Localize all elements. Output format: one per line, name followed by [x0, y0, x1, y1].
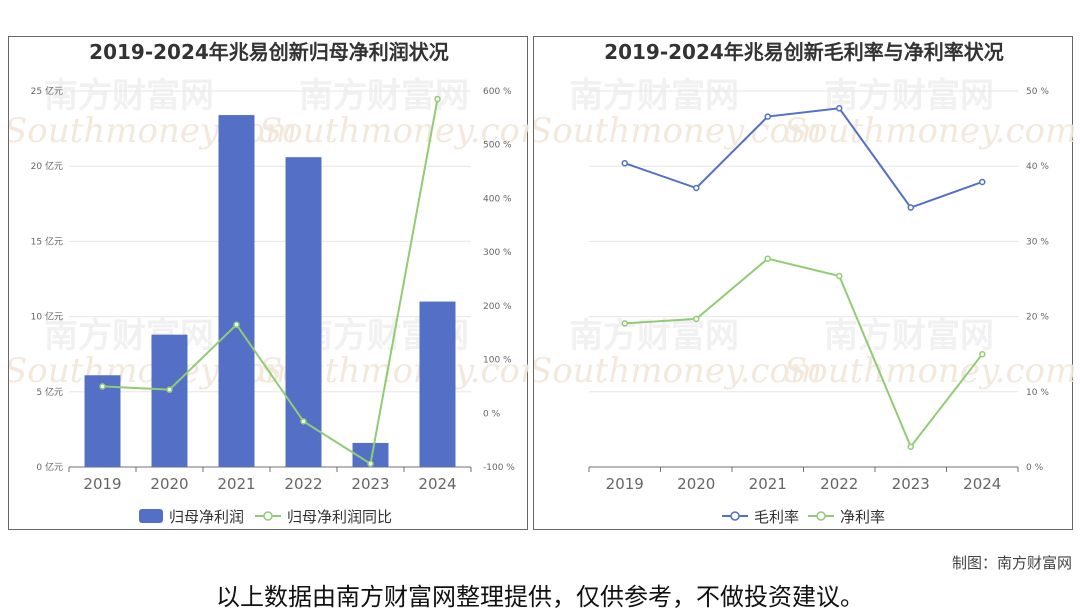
point-gross-margin: [907, 204, 914, 211]
x-category-label: 2022: [284, 475, 322, 493]
bar-profit: [84, 375, 121, 467]
x-category-label: 2020: [150, 475, 188, 493]
point-gross-margin: [693, 184, 700, 192]
point-yoy-growth: [300, 418, 307, 425]
x-category-label: 2023: [892, 475, 930, 493]
watermark-en: Southmoney.com: [259, 111, 529, 151]
point-gross-margin: [836, 105, 843, 112]
y-left-tick-label: 25 亿元: [31, 85, 63, 97]
watermark-cn: 南方财富网: [569, 76, 739, 116]
watermark-en: Southmoney.com: [784, 111, 1074, 151]
watermark-en: Southmoney.com: [534, 351, 822, 391]
bar-profit: [151, 334, 188, 467]
watermark-cn: 南方财富网: [44, 316, 214, 356]
legend-swatch-bar: [139, 509, 163, 523]
point-net-margin: [979, 350, 986, 358]
x-category-label: 2021: [749, 475, 787, 493]
watermark-cn: 南方财富网: [824, 76, 994, 116]
x-category-label: 2023: [351, 475, 389, 493]
chart-credit: 制图：南方财富网: [951, 554, 1072, 572]
y-left-tick-label: 15 亿元: [31, 235, 63, 247]
bar-profit: [285, 157, 322, 467]
right-chart-panel: 南方财富网 Southmoney.com 南方财富网 Southmoney.com 南方…: [533, 36, 1074, 530]
y-right-tick-label: 10 %: [1026, 388, 1049, 398]
y-right-tick-label: 600 %: [483, 87, 512, 97]
x-category-label: 2022: [820, 475, 858, 493]
legend: 归母净利润 归母净利润同比: [139, 508, 392, 526]
point-yoy-growth: [233, 321, 240, 328]
y-right-tick-label: 40 %: [1026, 162, 1049, 172]
x-category-label: 2020: [677, 475, 715, 493]
y-right-tick-label: 500 %: [483, 141, 512, 151]
point-net-margin: [836, 272, 843, 280]
point-net-margin: [693, 315, 700, 323]
point-yoy-growth: [99, 383, 106, 390]
x-category-label: 2019: [83, 475, 121, 493]
point-net-margin: [621, 320, 628, 327]
disclaimer-text: 以上数据由南方财富网整理提供，仅供参考，不做投资建议。: [216, 583, 864, 611]
watermark-cn: 南方财富网: [824, 316, 994, 356]
legend-label: 净利率: [840, 508, 885, 526]
y-right-tick-label: 200 %: [483, 302, 512, 312]
left-chart-panel: 南方财富网 Southmoney.com 南方财富网 Southmoney.com 南方…: [8, 36, 529, 530]
legend: 毛利率 净利率: [722, 508, 885, 526]
legend-label: 归母净利润同比: [287, 508, 392, 526]
point-yoy-growth: [166, 386, 173, 393]
watermark-cn: 南方财富网: [44, 76, 214, 116]
legend-label: 毛利率: [754, 508, 799, 526]
watermark-layer: 南方财富网Southmoney.com南方财富网Southmoney.com南方…: [534, 76, 1074, 391]
bar-profit: [419, 301, 456, 467]
chart-title: 2019-2024年兆易创新毛利率与净利率状况: [604, 40, 1004, 64]
point-net-margin: [907, 443, 914, 450]
x-category-label: 2021: [217, 475, 255, 493]
chart-title: 2019-2024年兆易创新归母净利润状况: [89, 40, 449, 64]
line-gross-margin: [624, 107, 983, 209]
point-gross-margin: [621, 159, 628, 167]
y-left-tick-label: 5 亿元: [36, 386, 63, 398]
point-net-margin: [764, 255, 771, 262]
y-left-tick-label: 20 亿元: [31, 160, 63, 172]
legend-swatch-marker: [730, 511, 740, 521]
y-right-tick-label: 0 %: [483, 409, 501, 419]
y-right-tick-label: -100 %: [483, 463, 515, 473]
point-yoy-growth: [367, 460, 374, 468]
legend-swatch-marker: [263, 511, 273, 521]
legend-label: 归母净利润: [169, 508, 244, 526]
x-category-label: 2019: [606, 475, 644, 493]
y-left-tick-label: 0 亿元: [36, 461, 63, 473]
watermark-cn: 南方财富网: [569, 316, 739, 356]
legend-swatch-marker: [816, 511, 826, 521]
line-net-margin: [624, 257, 984, 449]
y-right-tick-label: 30 %: [1026, 237, 1049, 247]
y-right-tick-label: 100 %: [483, 356, 512, 366]
left-chart-svg: 南方财富网Southmoney.com南方财富网Southmoney.com南方…: [9, 40, 529, 526]
watermark-cn: 南方财富网: [299, 76, 469, 116]
y-right-tick-label: 50 %: [1026, 87, 1049, 97]
y-right-tick-label: 20 %: [1026, 313, 1049, 323]
y-right-tick-label: 300 %: [483, 248, 512, 258]
y-right-tick-label: 400 %: [483, 194, 512, 204]
x-category-label: 2024: [418, 475, 456, 493]
point-gross-margin: [764, 113, 771, 120]
y-left-tick-label: 10 亿元: [31, 311, 63, 323]
point-yoy-growth: [434, 95, 441, 103]
point-gross-margin: [979, 178, 986, 186]
watermark-en: Southmoney.com: [534, 111, 822, 151]
bar-profit: [218, 115, 255, 468]
x-category-label: 2024: [963, 475, 1001, 493]
right-chart-svg: 南方财富网Southmoney.com南方财富网Southmoney.com南方…: [534, 40, 1074, 526]
watermark-en: Southmoney.com: [784, 351, 1074, 391]
y-right-tick-label: 0 %: [1026, 463, 1044, 473]
line-yoy-growth: [102, 98, 439, 466]
